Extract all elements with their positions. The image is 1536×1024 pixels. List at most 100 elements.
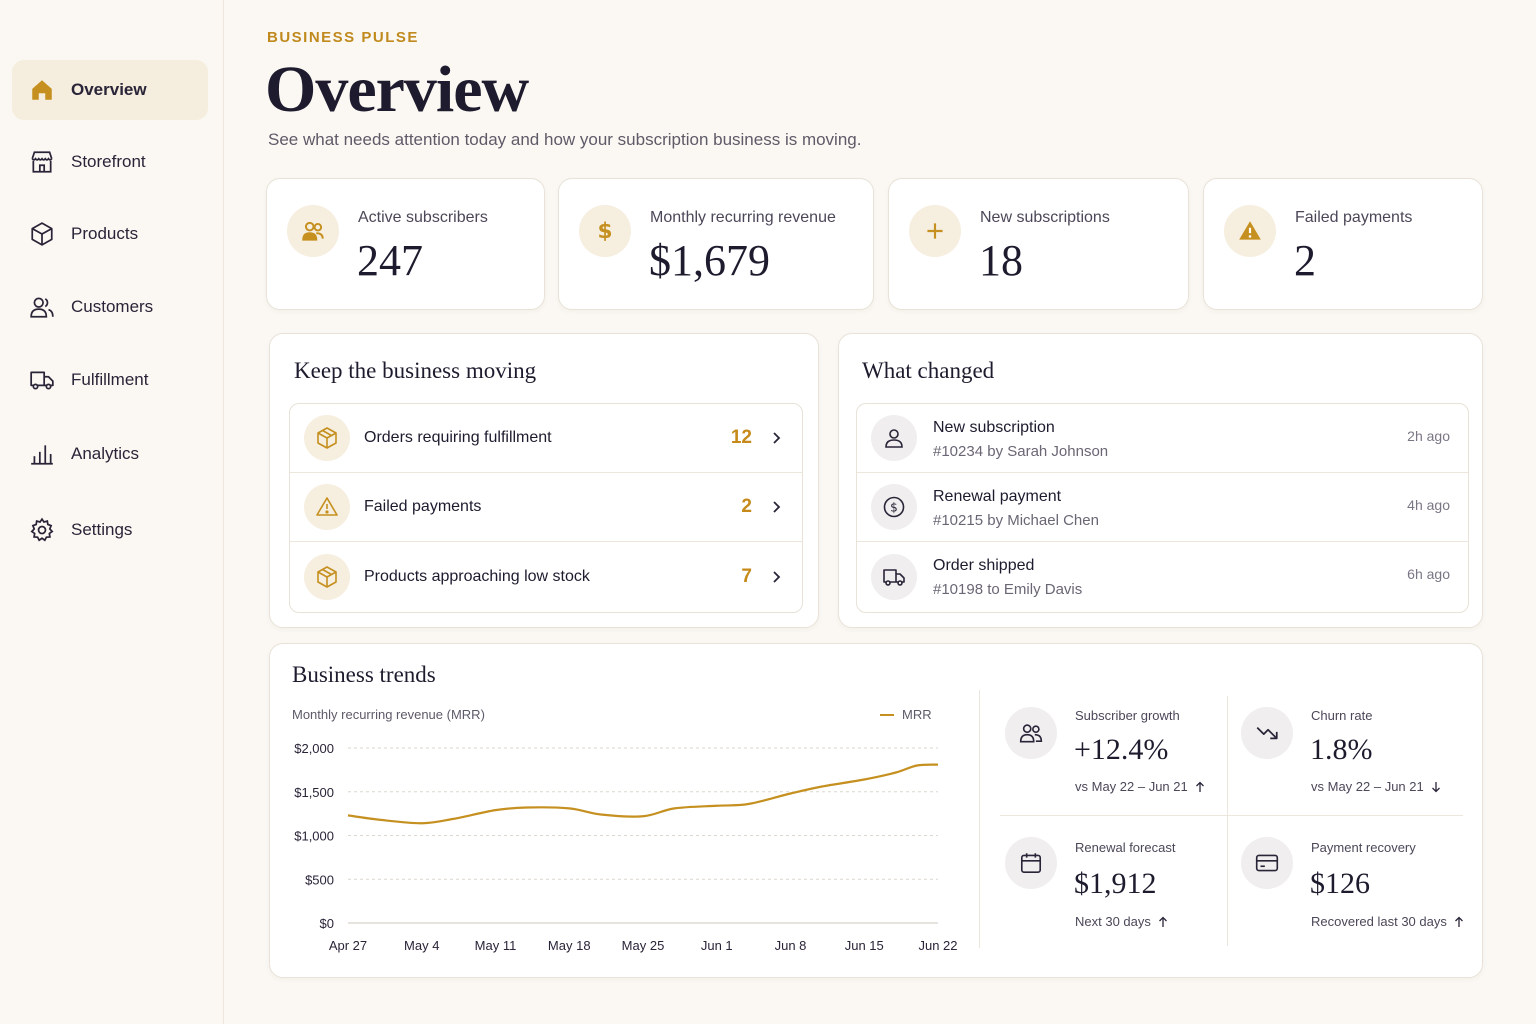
metrics-divider-horizontal (1000, 815, 1463, 816)
page-subtitle: See what needs attention today and how y… (268, 130, 862, 149)
sidebar-item-customers[interactable]: Customers (12, 277, 208, 337)
bar-chart-icon (28, 440, 56, 468)
activity-card: What changed New subscription #10234 by … (838, 333, 1483, 628)
metric-note-text: vs May 22 – Jun 21 (1311, 779, 1424, 794)
plus-icon (909, 205, 961, 257)
task-row-low-stock[interactable]: Products approaching low stock 7 (290, 542, 802, 611)
activity-row[interactable]: New subscription #10234 by Sarah Johnson… (857, 404, 1468, 473)
y-tick-label: $0 (320, 916, 334, 931)
store-icon (28, 148, 56, 176)
truck-icon (28, 366, 56, 394)
chevron-right-icon (773, 570, 781, 583)
metric-label: Churn rate (1311, 708, 1373, 723)
stat-card-failed-payments[interactable]: Failed payments 2 (1203, 178, 1483, 310)
x-tick-label: Jun 8 (775, 938, 807, 953)
metric-value: 1.8% (1310, 733, 1373, 766)
metric-value: +12.4% (1074, 733, 1169, 766)
x-tick-label: Apr 27 (329, 938, 367, 953)
stat-value: 18 (979, 236, 1023, 285)
gear-icon (28, 516, 56, 544)
x-tick-label: May 25 (622, 938, 665, 953)
sidebar-item-fulfillment[interactable]: Fulfillment (12, 350, 208, 410)
tasks-card: Keep the business moving Orders requirin… (269, 333, 819, 628)
activity-row-time: 4h ago (1407, 497, 1450, 513)
sidebar-item-analytics[interactable]: Analytics (12, 424, 208, 484)
user-icon (871, 415, 917, 461)
activity-row[interactable]: $ Renewal payment #10215 by Michael Chen… (857, 473, 1468, 542)
home-icon (28, 76, 56, 104)
warning-icon (304, 484, 350, 530)
metric-note: Recovered last 30 days (1311, 914, 1465, 929)
sidebar-item-label: Storefront (71, 152, 146, 171)
tasks-title: Keep the business moving (294, 358, 537, 383)
box-icon (304, 553, 350, 600)
trends-card: Business trends Monthly recurring revenu… (269, 643, 1483, 978)
sidebar-item-settings[interactable]: Settings (12, 500, 208, 560)
stat-label: Active subscribers (358, 209, 488, 226)
x-tick-label: May 11 (475, 938, 517, 953)
task-count: 12 (730, 427, 752, 448)
activity-row-subtitle: #10215 by Michael Chen (933, 512, 1099, 529)
activity-title: What changed (862, 358, 995, 383)
activity-row-title: New subscription (933, 419, 1055, 436)
stat-value: 2 (1294, 236, 1316, 285)
task-label: Orders requiring fulfillment (364, 429, 552, 446)
x-tick-label: May 18 (548, 938, 591, 953)
task-row-fulfillment[interactable]: Orders requiring fulfillment 12 (290, 404, 802, 473)
y-tick-label: $500 (305, 872, 334, 887)
stat-value: $1,679 (649, 236, 770, 285)
users-icon (28, 293, 56, 321)
arrow-up-icon (1195, 781, 1204, 792)
x-tick-label: May 4 (404, 938, 439, 953)
legend-swatch (880, 713, 894, 716)
x-tick-label: Jun 22 (918, 938, 957, 953)
users-icon (1005, 707, 1057, 759)
stat-label: New subscriptions (980, 209, 1110, 226)
task-row-failed-payments[interactable]: Failed payments 2 (290, 473, 802, 542)
activity-row[interactable]: Order shipped #10198 to Emily Davis 6h a… (857, 542, 1468, 611)
sidebar-item-storefront[interactable]: Storefront (12, 132, 208, 192)
box-icon (28, 220, 56, 248)
box-icon (304, 415, 350, 461)
arrow-down-icon (1431, 781, 1440, 792)
chevron-right-icon (773, 432, 781, 444)
calendar-icon (1005, 837, 1057, 889)
tasks-list: Orders requiring fulfillment 12 Failed p… (289, 403, 803, 613)
chevron-right-icon (773, 501, 781, 513)
svg-text:$: $ (597, 219, 612, 244)
y-tick-label: $1,000 (294, 829, 334, 844)
arrow-up-icon (1454, 916, 1463, 927)
sidebar-item-overview[interactable]: Overview (12, 60, 208, 120)
users-icon (287, 205, 339, 257)
y-tick-label: $2,000 (294, 741, 334, 756)
arrow-up-icon (1158, 916, 1167, 927)
metric-value: $126 (1310, 867, 1370, 900)
metric-note: vs May 22 – Jun 21 (1311, 779, 1442, 794)
sidebar-item-products[interactable]: Products (12, 204, 208, 264)
sidebar: Overview Storefront Products Customers F… (0, 0, 224, 1024)
stat-card-mrr[interactable]: $ Monthly recurring revenue $1,679 (558, 178, 874, 310)
dollar-icon: $ (579, 205, 631, 257)
metric-value: $1,912 (1074, 867, 1157, 900)
credit-card-icon (1241, 837, 1293, 889)
trend-down-icon (1241, 707, 1293, 759)
metric-label: Payment recovery (1311, 840, 1416, 855)
x-tick-label: Jun 1 (701, 938, 733, 953)
stat-card-active-subscribers[interactable]: Active subscribers 247 (266, 178, 545, 310)
activity-row-time: 6h ago (1407, 566, 1450, 582)
chart-legend: MRR (880, 707, 932, 722)
sidebar-item-label: Overview (71, 80, 147, 99)
legend-label: MRR (902, 707, 932, 722)
stat-label: Monthly recurring revenue (650, 209, 836, 226)
metric-note-text: Recovered last 30 days (1311, 914, 1447, 929)
stat-value: 247 (357, 236, 423, 285)
sidebar-item-label: Analytics (71, 444, 140, 463)
chart-title: Monthly recurring revenue (MRR) (292, 707, 485, 722)
activity-list: New subscription #10234 by Sarah Johnson… (856, 403, 1469, 613)
sidebar-item-label: Products (71, 224, 139, 243)
stat-card-new-subscriptions[interactable]: New subscriptions 18 (888, 178, 1189, 310)
truck-icon (871, 553, 917, 600)
activity-row-title: Order shipped (933, 557, 1035, 574)
mrr-line-chart: $2,000 $1,500 $1,000 $500 $0 Apr 27 May 4 May 1… (294, 741, 957, 953)
metric-note-text: vs May 22 – Jun 21 (1075, 779, 1188, 794)
